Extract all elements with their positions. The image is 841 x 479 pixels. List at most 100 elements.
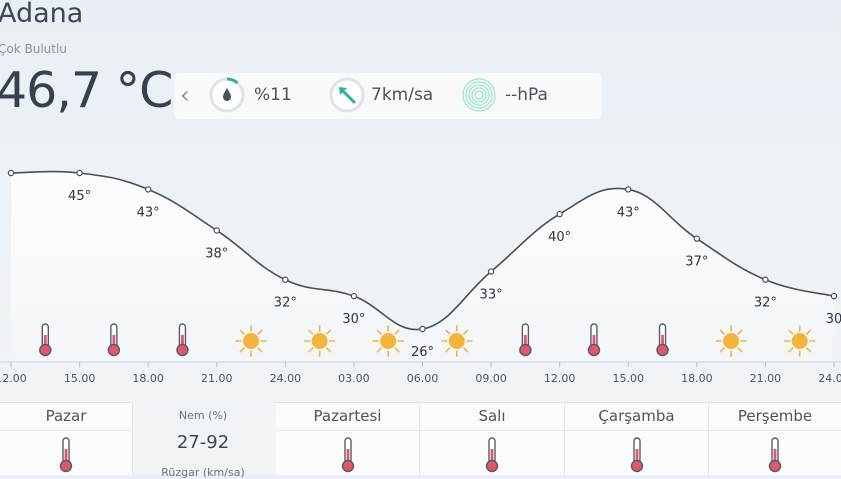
thermometer-icon xyxy=(341,437,354,473)
x-tick-label: 18.00 xyxy=(681,372,713,385)
day-card-pazartesi[interactable]: Pazartesi xyxy=(276,403,420,475)
thermometer-icon xyxy=(107,323,121,357)
data-label: 30 xyxy=(826,312,841,327)
x-tick-label: 12.00 xyxy=(544,372,576,385)
thermometer-mercury xyxy=(661,335,664,348)
sun-ray xyxy=(394,347,400,353)
day-name: Çarşamba xyxy=(598,407,675,425)
day-name: Pazartesi xyxy=(313,407,382,425)
x-tick-label: 09.00 xyxy=(475,372,507,385)
x-tick-label: 24.00 xyxy=(818,372,841,385)
x-tick-label: 15.00 xyxy=(64,372,96,385)
sun-ray xyxy=(788,329,794,335)
data-point xyxy=(282,276,289,283)
sun-ray xyxy=(308,347,314,353)
data-label: 32° xyxy=(754,296,777,311)
data-label: 40° xyxy=(548,230,571,245)
x-tick-label: 06.00 xyxy=(407,372,439,385)
day-card-sali[interactable]: Salı xyxy=(420,403,565,475)
x-tick-label: 21.00 xyxy=(201,372,233,385)
wind-range-label: Rüzgar (km/sa) xyxy=(161,466,245,479)
sun-icon xyxy=(303,325,336,357)
wind-value: 7km/sa xyxy=(371,85,434,105)
data-label: 43° xyxy=(617,205,640,220)
sun-icon xyxy=(715,325,747,357)
sun-disc xyxy=(380,333,397,349)
sun-disc xyxy=(243,333,260,349)
metrics-panel: ‹ %11 7km/sa --hPa xyxy=(174,73,602,119)
thermometer-bulb xyxy=(656,343,669,357)
thermometer-icon xyxy=(176,323,189,357)
sun-disc xyxy=(311,333,328,349)
x-tick-label: 12.00 xyxy=(0,372,27,385)
day-name: Salı xyxy=(478,407,506,425)
day-detail-panel: Nem (%) 27-92 Rüzgar (km/sa) xyxy=(133,402,273,479)
sun-icon xyxy=(783,325,816,357)
day-card-persembe[interactable]: Perşembe xyxy=(709,403,841,475)
sun-ray xyxy=(719,347,725,353)
data-label: 30° xyxy=(342,312,365,327)
x-tick-label: 15.00 xyxy=(613,372,645,385)
day-card-pazar[interactable]: Pazar xyxy=(0,403,133,475)
sun-disc xyxy=(448,333,465,349)
temperature-area xyxy=(11,171,834,362)
sun-ray xyxy=(376,347,382,353)
x-tick-label: 03.00 xyxy=(338,372,370,385)
chevron-left-icon[interactable]: ‹ xyxy=(180,81,190,109)
data-label: 43° xyxy=(137,205,160,220)
thermometer-icon xyxy=(519,323,532,357)
thermometer-icon xyxy=(630,437,643,473)
day-card-carsamba[interactable]: Çarşamba xyxy=(565,403,709,475)
current-temperature: 46,7 °C xyxy=(0,62,173,119)
thermometer-mercury xyxy=(43,335,47,348)
sun-ray xyxy=(445,347,451,353)
daily-forecast: Pazar Pazartesi Salı Çarşamba xyxy=(0,402,841,475)
humidity-gauge-icon xyxy=(209,77,245,113)
sun-ray xyxy=(445,329,451,335)
sun-ray xyxy=(719,329,725,335)
sun-ray xyxy=(737,347,743,353)
sun-ray xyxy=(376,329,382,335)
thermometer-icon xyxy=(768,437,782,473)
humidity-value: %11 xyxy=(254,85,292,105)
data-label: 33° xyxy=(480,288,503,303)
sun-ray xyxy=(308,329,314,335)
sun-ray xyxy=(394,329,400,335)
thermometer-icon xyxy=(656,323,669,357)
data-point xyxy=(7,169,15,177)
sun-disc xyxy=(791,333,808,349)
city-name: Adana xyxy=(0,0,84,29)
day-name: Perşembe xyxy=(737,407,813,425)
divider xyxy=(276,430,419,431)
thermometer-bulb xyxy=(107,343,121,357)
sun-ray xyxy=(463,347,469,353)
divider xyxy=(709,430,841,431)
sun-ray xyxy=(737,329,743,335)
thermometer-icon xyxy=(59,437,73,473)
thermometer-bulb xyxy=(587,343,601,357)
data-point xyxy=(350,292,358,300)
sun-ray xyxy=(257,329,263,335)
humidity-range-label: Nem (%) xyxy=(178,409,228,422)
thermometer-bulb xyxy=(176,343,189,357)
data-point xyxy=(762,276,769,283)
sun-ray xyxy=(805,347,812,353)
data-label: 26° xyxy=(411,345,434,360)
thermometer-mercury xyxy=(523,335,527,348)
data-point xyxy=(830,292,838,300)
data-point xyxy=(144,186,152,193)
data-point xyxy=(556,210,563,218)
sun-ray xyxy=(239,329,245,335)
data-label: 38° xyxy=(205,246,228,261)
data-label: 37° xyxy=(685,255,708,270)
weather-condition: Çok Bulutlu xyxy=(0,42,67,56)
pressure-value: --hPa xyxy=(505,85,548,105)
data-label: 45° xyxy=(68,189,91,204)
sun-icon xyxy=(440,325,473,357)
sun-ray xyxy=(463,329,469,335)
thermometer-icon xyxy=(485,437,499,473)
x-tick-label: 24.00 xyxy=(270,372,302,385)
wind-direction-icon xyxy=(329,77,365,113)
humidity-range-value: 27-92 xyxy=(176,432,230,453)
data-point xyxy=(213,227,220,234)
